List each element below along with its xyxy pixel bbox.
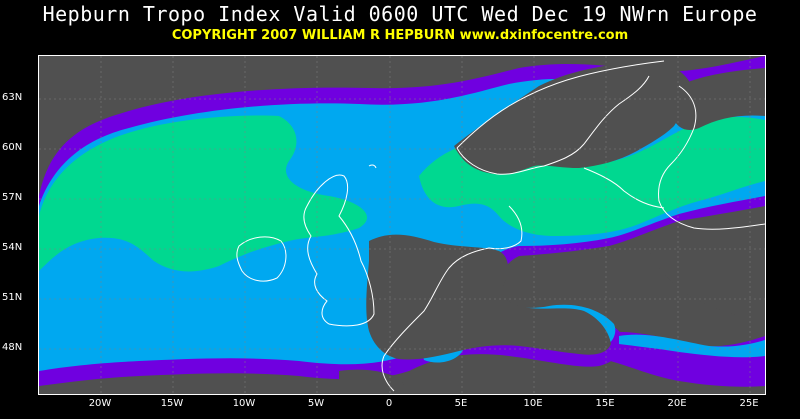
copyright-line: COPYRIGHT 2007 WILLIAM R HEPBURN www.dxi…	[171, 28, 629, 43]
index-band-blue-southeast	[619, 334, 765, 358]
tropo-index-map	[38, 55, 766, 395]
lat-label-57n: 57N	[2, 192, 23, 203]
lat-label-48n: 48N	[2, 342, 23, 353]
coastline-finland	[658, 85, 765, 230]
lat-label-54n: 54N	[2, 242, 23, 253]
coastlines	[236, 60, 765, 392]
lon-label-20e: 20E	[667, 398, 687, 409]
lon-label-5w: 5W	[307, 398, 325, 409]
lat-label-60n: 60N	[2, 142, 23, 153]
lat-label-51n: 51N	[2, 292, 23, 303]
lon-label-0: 0	[385, 398, 393, 409]
tropo-map-svg	[39, 56, 765, 394]
coastline-north-european-plain	[381, 205, 523, 392]
land-finland	[670, 68, 765, 131]
land-continental-europe	[366, 234, 611, 360]
lon-label-10e: 10E	[523, 398, 543, 409]
lon-label-5e: 5E	[454, 398, 468, 409]
coastline-sweden-baltic	[543, 75, 665, 209]
lon-label-15w: 15W	[160, 398, 184, 409]
land-scandinavia	[454, 60, 691, 175]
land-iberia	[339, 369, 406, 394]
map-title: Hepburn Tropo Index Valid 0600 UTC Wed D…	[42, 2, 758, 26]
index-band-green-atlantic	[39, 115, 368, 272]
lon-label-15e: 15E	[595, 398, 615, 409]
lon-label-25e: 25E	[739, 398, 759, 409]
lat-label-63n: 63N	[2, 92, 23, 103]
land-eastern-europe	[648, 220, 765, 321]
lon-label-20w: 20W	[88, 398, 112, 409]
coastline-norway	[456, 60, 665, 175]
coastline-faroe-hint	[368, 164, 377, 169]
coastline-ireland	[236, 236, 287, 282]
lon-label-10w: 10W	[232, 398, 256, 409]
coastline-great-britain	[303, 174, 375, 327]
